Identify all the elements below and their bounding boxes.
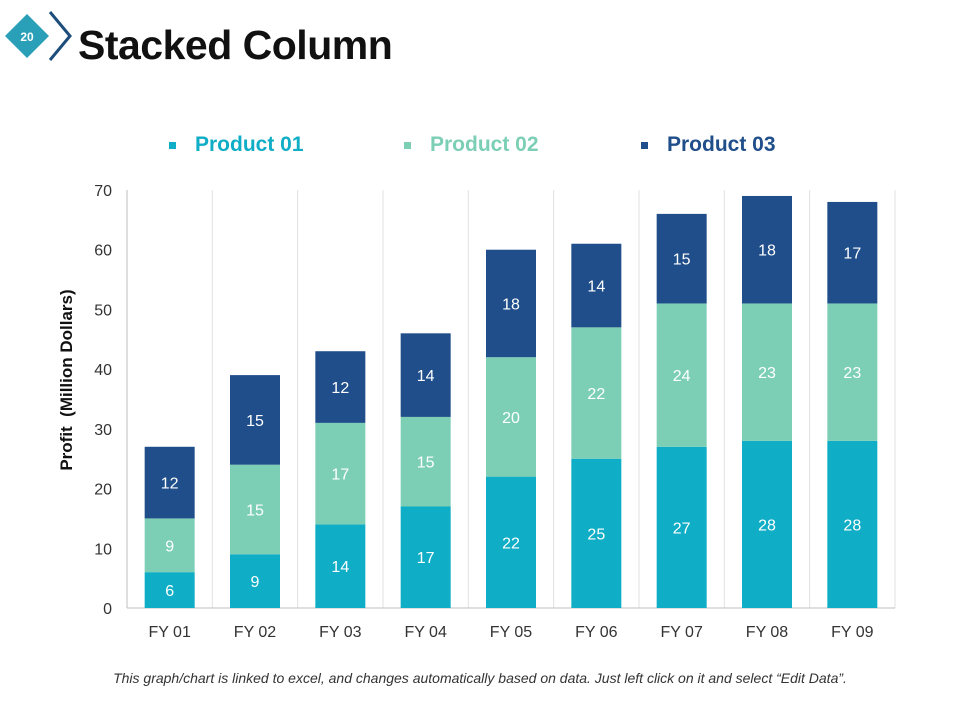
bar-segment-product-01 (400, 506, 451, 608)
legend-label-product-03: Product 03 (667, 133, 776, 156)
x-tick-label: FY 01 (148, 624, 191, 641)
data-label: 15 (246, 502, 264, 519)
footnote: This graph/chart is linked to excel, and… (113, 670, 847, 686)
bar-segment-product-01 (827, 440, 878, 608)
data-label: 28 (843, 517, 861, 534)
bar-segment-product-02 (571, 327, 622, 459)
data-label: 14 (587, 279, 605, 296)
x-tick-label: FY 07 (660, 624, 703, 641)
bar-segment-product-03 (827, 201, 878, 304)
bar-segment-product-02 (315, 422, 366, 525)
data-label: 17 (331, 467, 349, 484)
y-tick-label: 40 (94, 362, 112, 379)
x-tick-label: FY 06 (575, 624, 618, 641)
y-tick-label: 0 (103, 601, 112, 618)
badge-diamond (5, 14, 49, 58)
data-label: 27 (673, 520, 691, 537)
bar-segment-product-01 (144, 572, 195, 608)
y-tick-label: 70 (94, 183, 112, 200)
page-title: Stacked Column (78, 22, 393, 68)
data-label: 22 (587, 386, 605, 403)
bar-segment-product-03 (486, 249, 536, 358)
y-tick-label: 10 (94, 541, 112, 558)
data-label: 15 (673, 252, 691, 269)
data-label: 9 (251, 574, 260, 591)
bar-segment-product-03 (230, 375, 280, 465)
bar-segment-product-02 (230, 464, 280, 555)
bar-segment-product-01 (656, 446, 707, 608)
bar-segment-product-03 (144, 446, 195, 519)
x-tick-label: FY 02 (234, 624, 277, 641)
data-label: 18 (502, 296, 520, 313)
data-label: 25 (587, 526, 605, 543)
data-label: 18 (758, 243, 776, 260)
data-label: 24 (673, 368, 691, 385)
data-label: 28 (758, 517, 776, 534)
y-tick-label: 20 (94, 482, 112, 499)
bar-segment-product-02 (656, 303, 707, 447)
slide-number-badge: 20 (5, 11, 72, 61)
data-label: 20 (502, 410, 520, 427)
x-tick-label: FY 08 (746, 624, 789, 641)
data-label: 9 (165, 538, 174, 555)
bar-segment-product-01 (315, 524, 366, 608)
bar-segment-product-01 (230, 554, 280, 608)
data-label: 12 (331, 380, 349, 397)
data-label: 14 (331, 559, 349, 576)
bar-segment-product-02 (144, 518, 195, 573)
bar-segment-product-03 (656, 213, 707, 304)
y-tick-label: 60 (94, 243, 112, 260)
data-label: 14 (417, 368, 435, 385)
data-label: 23 (758, 365, 776, 382)
legend-swatch-product-01 (169, 141, 176, 149)
x-tick-label: FY 05 (490, 624, 533, 641)
data-label: 6 (165, 583, 174, 600)
slide-number: 20 (20, 30, 34, 44)
bar-segment-product-01 (742, 440, 792, 608)
data-label: 15 (417, 455, 435, 472)
bar-segment-product-02 (742, 303, 792, 441)
chart-legend: Product 01 Product 02 Product 03 (0, 130, 960, 162)
bar-segment-product-02 (400, 416, 451, 507)
data-label: 12 (161, 476, 179, 493)
data-label: 15 (246, 413, 264, 430)
x-tick-label: FY 04 (404, 624, 447, 641)
bar-segment-product-01 (571, 458, 622, 608)
bar-segment-product-03 (400, 333, 451, 417)
x-tick-label: FY 03 (319, 624, 362, 641)
legend-item-product-01: Product 01 (169, 130, 304, 160)
bar-segment-product-03 (571, 243, 622, 328)
legend-swatch-product-02 (404, 141, 411, 149)
legend-item-product-02: Product 02 (404, 130, 539, 160)
chevron-icon (48, 11, 72, 61)
data-label: 17 (417, 550, 435, 567)
data-label: 17 (843, 246, 861, 263)
data-label: 22 (502, 535, 520, 552)
legend-swatch-product-03 (641, 141, 648, 149)
y-tick-label: 50 (94, 302, 112, 319)
bar-segment-product-02 (827, 303, 878, 441)
legend-label-product-02: Product 02 (430, 133, 539, 156)
y-tick-label: 30 (94, 422, 112, 439)
bar-segment-product-01 (486, 476, 536, 608)
x-tick-label: FY 09 (831, 624, 874, 641)
bar-segment-product-03 (742, 195, 792, 304)
legend-label-product-01: Product 01 (195, 133, 304, 156)
bar-segment-product-03 (315, 351, 366, 423)
bar-segment-product-02 (486, 357, 536, 477)
legend-item-product-03: Product 03 (641, 130, 776, 160)
y-axis-title: Profit (Million Dollars) (57, 289, 76, 470)
data-label: 23 (843, 365, 861, 382)
